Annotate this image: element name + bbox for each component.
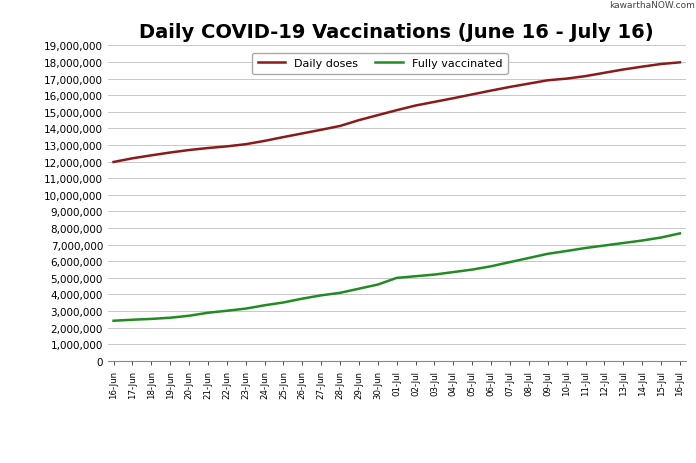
Daily doses [544, 78, 552, 84]
Daily doses [204, 146, 212, 151]
Daily doses [676, 61, 684, 66]
Fully vaccinated [242, 306, 250, 312]
Daily doses [468, 93, 476, 98]
Daily doses [657, 62, 665, 68]
Fully vaccinated [109, 318, 118, 324]
Fully vaccinated [600, 243, 608, 249]
Daily doses [109, 160, 118, 165]
Fully vaccinated [128, 317, 136, 323]
Daily doses [317, 128, 326, 133]
Fully vaccinated [525, 256, 533, 261]
Fully vaccinated [581, 246, 590, 251]
Fully vaccinated [355, 286, 363, 292]
Daily doses [355, 118, 363, 124]
Fully vaccinated [336, 290, 345, 296]
Fully vaccinated [411, 274, 420, 279]
Daily doses [374, 113, 382, 119]
Text: kawarthaNOW.com: kawarthaNOW.com [609, 1, 695, 10]
Daily doses [393, 108, 401, 114]
Daily doses [223, 144, 231, 150]
Fully vaccinated [676, 231, 684, 237]
Fully vaccinated [260, 303, 269, 308]
Fully vaccinated [185, 313, 193, 319]
Fully vaccinated [657, 235, 665, 241]
Fully vaccinated [279, 300, 287, 306]
Daily doses [279, 135, 287, 141]
Fully vaccinated [562, 249, 571, 254]
Daily doses [430, 100, 438, 106]
Fully vaccinated [317, 293, 326, 299]
Daily doses [600, 71, 608, 76]
Daily doses [128, 156, 136, 162]
Fully vaccinated [147, 316, 155, 322]
Fully vaccinated [638, 238, 647, 244]
Daily doses [298, 131, 306, 137]
Fully vaccinated [544, 251, 552, 257]
Fully vaccinated [204, 310, 212, 316]
Fully vaccinated [223, 308, 231, 314]
Daily doses [525, 81, 533, 87]
Title: Daily COVID-19 Vaccinations (June 16 - July 16): Daily COVID-19 Vaccinations (June 16 - J… [139, 23, 654, 42]
Daily doses [242, 142, 250, 148]
Daily doses [638, 65, 647, 70]
Legend: Daily doses, Fully vaccinated: Daily doses, Fully vaccinated [252, 53, 507, 75]
Fully vaccinated [468, 267, 476, 273]
Daily doses [336, 124, 345, 130]
Daily doses [166, 150, 175, 156]
Fully vaccinated [430, 272, 438, 278]
Line: Daily doses: Daily doses [113, 63, 680, 163]
Fully vaccinated [374, 282, 382, 288]
Fully vaccinated [619, 241, 627, 246]
Daily doses [147, 153, 155, 159]
Daily doses [487, 88, 496, 94]
Fully vaccinated [487, 264, 496, 269]
Daily doses [506, 85, 514, 90]
Fully vaccinated [506, 260, 514, 265]
Daily doses [619, 68, 627, 73]
Daily doses [260, 139, 269, 144]
Fully vaccinated [393, 275, 401, 281]
Fully vaccinated [166, 315, 175, 321]
Daily doses [581, 74, 590, 80]
Fully vaccinated [298, 296, 306, 302]
Daily doses [449, 96, 457, 102]
Line: Fully vaccinated: Fully vaccinated [113, 234, 680, 321]
Daily doses [562, 77, 571, 82]
Daily doses [411, 104, 420, 109]
Fully vaccinated [449, 270, 457, 275]
Daily doses [185, 148, 193, 153]
